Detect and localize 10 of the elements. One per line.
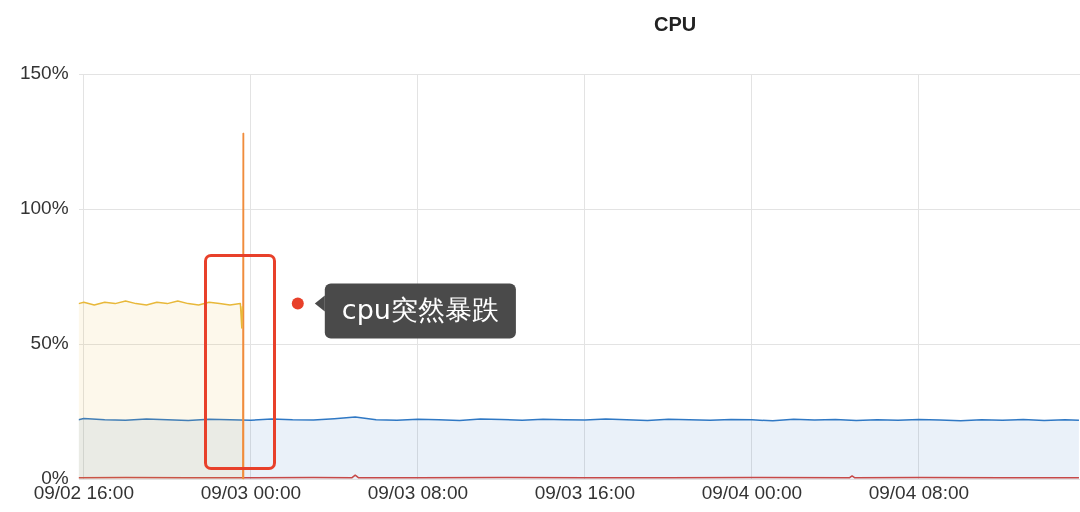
x-tick-label: 09/03 16:00 — [534, 481, 636, 503]
x-tick-label: 09/03 08:00 — [367, 481, 469, 503]
x-tick-label: 09/04 00:00 — [701, 481, 803, 503]
annotation: cpu突然暴跌 — [341, 294, 499, 326]
y-tick-label: 50% — [30, 332, 69, 354]
x-tick-label: 09/04 08:00 — [868, 481, 970, 503]
y-tick-label: 100% — [19, 197, 69, 219]
x-tick-label: 09/03 00:00 — [200, 481, 302, 503]
y-tick-label: 150% — [19, 62, 69, 84]
legend-title: CPU — [654, 12, 697, 35]
